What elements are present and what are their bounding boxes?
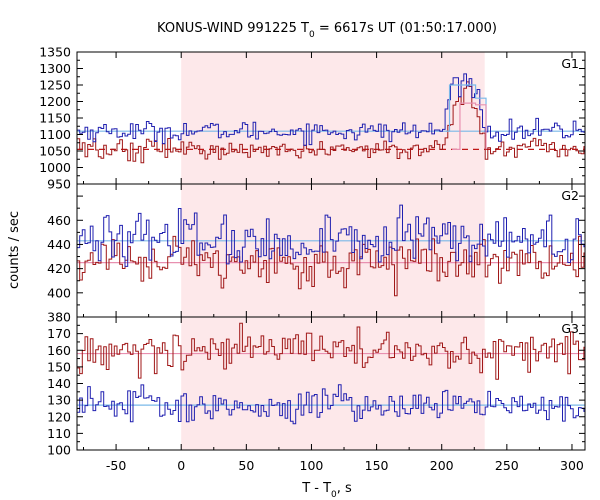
series-group: [77, 73, 585, 164]
y-tick-label: 420: [47, 261, 71, 276]
chart-title: KONUS-WIND 991225 T0 = 6617s UT (01:50:1…: [157, 21, 497, 40]
x-tick-label: 50: [238, 458, 254, 473]
panel-label: G3: [561, 321, 579, 336]
y-tick-label: 1300: [39, 61, 71, 76]
y-tick-label: 1350: [39, 45, 71, 60]
y-tick-label: 440: [47, 237, 71, 252]
y-tick-label: 100: [47, 443, 71, 458]
y-tick-label: 1000: [39, 160, 71, 175]
y-tick-label: 140: [47, 376, 71, 391]
blue-pulse-fit: [445, 84, 487, 132]
red-light-curve: [77, 235, 585, 297]
series-group: [77, 204, 585, 297]
blue-light-curve: [77, 73, 585, 146]
y-tick-label: 120: [47, 409, 71, 424]
red-pulse-fit: [452, 102, 487, 150]
panel-g2: 380 400 420 440 460 G2: [47, 183, 586, 325]
x-tick-label: 0: [177, 458, 185, 473]
y-tick-label: 170: [47, 326, 71, 341]
x-tick-label: 250: [495, 458, 519, 473]
y-tick-label: 1050: [39, 144, 71, 159]
x-axis-label: T - T0, s: [301, 481, 352, 500]
x-tick-label: 100: [300, 458, 324, 473]
x-tick-label: -50: [106, 458, 126, 473]
y-tick-label: 460: [47, 213, 71, 228]
plot-area: 95010001050110011501200125013001350G1380…: [39, 45, 586, 473]
y-tick-label: 380: [47, 310, 71, 325]
shaded-interval: [181, 317, 485, 450]
x-tick-label: 150: [365, 458, 389, 473]
panel-label: G2: [561, 188, 579, 203]
y-tick-label: 950: [47, 177, 71, 192]
y-tick-label: 1100: [39, 127, 71, 142]
y-tick-label: 1150: [39, 111, 71, 126]
panel-label: G1: [561, 56, 579, 71]
y-tick-label: 130: [47, 393, 71, 408]
blue-light-curve: [77, 384, 585, 425]
y-tick-label: 150: [47, 359, 71, 374]
x-tick-label: 300: [560, 458, 584, 473]
blue-light-curve: [77, 204, 585, 267]
y-axis-label: counts / sec: [7, 211, 22, 289]
y-tick-label: 160: [47, 343, 71, 358]
series-group: [77, 322, 585, 425]
y-tick-label: 400: [47, 285, 71, 300]
y-tick-label: 1200: [39, 94, 71, 109]
y-tick-label: 110: [47, 426, 71, 441]
red-light-curve: [77, 322, 585, 380]
y-tick-label: 1250: [39, 78, 71, 93]
shaded-interval: [181, 52, 485, 184]
x-tick-label: 200: [430, 458, 454, 473]
red-light-curve: [77, 81, 585, 164]
